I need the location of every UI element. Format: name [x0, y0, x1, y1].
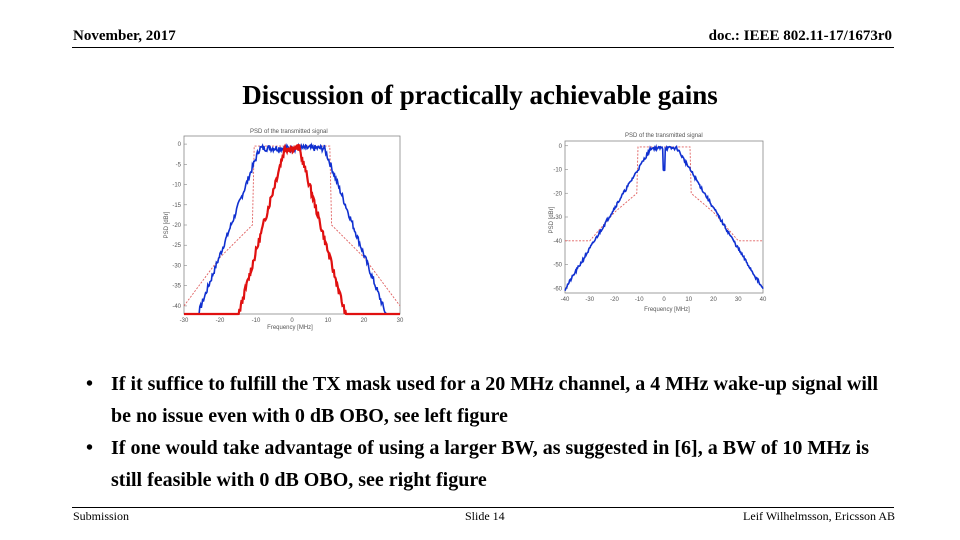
footer-submission: Submission — [73, 509, 130, 523]
bullet-marker: • — [86, 437, 94, 459]
right-ytick-label: -20 — [553, 191, 562, 197]
right-chart-ylabel: PSD [dBr] — [549, 206, 555, 233]
header-date: November, 2017 — [73, 28, 176, 44]
left-xtick-label: -20 — [216, 318, 225, 324]
left-psd-chart: PSD of the transmitted signal PSD [dBr] … — [164, 129, 404, 331]
right-xtick-label: -20 — [610, 297, 619, 303]
left-chart-ylabel: PSD [dBr] — [164, 211, 170, 238]
bullet-marker: • — [86, 373, 94, 395]
right-ytick-label: -10 — [553, 168, 562, 174]
right-psd-figure: PSD of the transmitted signal PSD [dBr] … — [545, 125, 775, 315]
right-ytick-label: 0 — [559, 144, 563, 150]
right-xtick-label: -10 — [635, 297, 644, 303]
right-xtick-label: -30 — [585, 297, 594, 303]
left-mask-line — [183, 145, 401, 307]
footer-rule — [72, 507, 894, 508]
bullet-text: If it suffice to fulfill the TX mask use… — [111, 373, 879, 427]
bullet-text: If one would take advantage of using a l… — [111, 437, 870, 491]
right-chart-title: PSD of the transmitted signal — [625, 133, 703, 139]
right-ytick-label: -40 — [553, 239, 562, 245]
left-xtick-label: -10 — [252, 318, 261, 324]
left-ytick-label: -25 — [172, 243, 181, 249]
left-ytick-label: 0 — [178, 142, 182, 148]
left-xtick-label: 10 — [325, 318, 332, 324]
left-ytick-label: -10 — [172, 183, 181, 189]
right-ytick-label: -30 — [553, 215, 562, 221]
left-xtick-label: -30 — [180, 318, 189, 324]
right-xtick-label: -40 — [561, 297, 570, 303]
left-xtick-label: 30 — [397, 318, 404, 324]
right-chart-xlabel: Frequency [MHz] — [644, 307, 690, 313]
bullet-list: • If it suffice to fulfill the TX mask u… — [80, 368, 880, 496]
right-ytick-label: -50 — [553, 263, 562, 269]
header-doc-id: doc.: IEEE 802.11-17/1673r0 — [708, 28, 892, 44]
right-signal-psd-line — [564, 143, 764, 291]
left-chart-xlabel: Frequency [MHz] — [267, 325, 313, 331]
left-plot-frame — [183, 135, 401, 315]
left-chart-title: PSD of the transmitted signal — [250, 129, 328, 135]
footer-author: Leif Wilhelmsson, Ericsson AB — [743, 509, 895, 523]
right-xtick-label: 40 — [760, 297, 767, 303]
right-xtick-label: 0 — [662, 297, 666, 303]
right-xtick-label: 10 — [685, 297, 692, 303]
left-ytick-label: -5 — [176, 162, 182, 168]
right-xtick-label: 20 — [710, 297, 717, 303]
right-xtick-label: 30 — [735, 297, 742, 303]
right-plot-frame — [564, 140, 764, 294]
left-ytick-label: -40 — [172, 304, 181, 310]
left-ytick-label: -35 — [172, 284, 181, 290]
right-psd-chart: PSD of the transmitted signal PSD [dBr] … — [549, 133, 767, 313]
left-ytick-label: -20 — [172, 223, 181, 229]
left-ytick-label: -15 — [172, 203, 181, 209]
right-ytick-label: -60 — [553, 286, 562, 292]
left-xtick-label: 0 — [290, 318, 294, 324]
bullet-item: • If it suffice to fulfill the TX mask u… — [80, 368, 880, 432]
left-xtick-label: 20 — [361, 318, 368, 324]
slide-title: Discussion of practically achievable gai… — [242, 80, 718, 110]
header-rule — [72, 47, 894, 48]
right-mask-line — [565, 146, 763, 242]
bullet-item: • If one would take advantage of using a… — [80, 432, 880, 496]
left-narrow-psd-line — [184, 143, 400, 316]
footer-slide-number: Slide 14 — [465, 509, 505, 523]
left-ytick-label: -30 — [172, 263, 181, 269]
left-psd-figure: PSD of the transmitted signal PSD [dBr] … — [160, 125, 410, 333]
